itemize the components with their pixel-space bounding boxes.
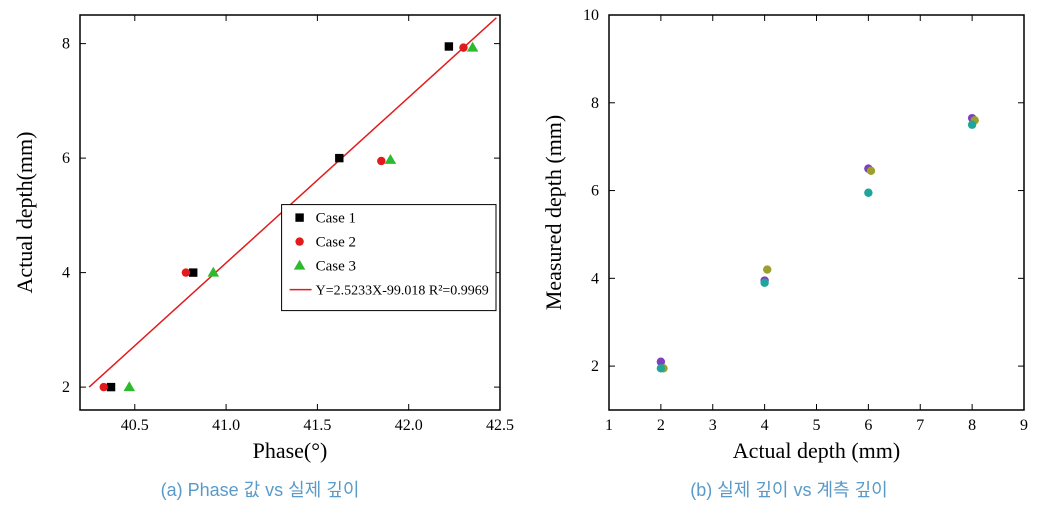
- svg-text:3: 3: [709, 417, 717, 434]
- svg-text:6: 6: [591, 183, 599, 200]
- chart-a-svg: 40.5 41.0 41.5 42.0 42.5 2 4 6 8 Phase(°) Actual d…: [5, 0, 515, 470]
- svg-text:8: 8: [968, 417, 976, 434]
- svg-text:8: 8: [591, 95, 599, 112]
- caption-b: (b) 실제 깊이 vs 계측 깊이: [690, 476, 887, 502]
- svg-text:Case 3: Case 3: [316, 259, 356, 275]
- svg-text:9: 9: [1020, 417, 1028, 434]
- svg-text:Case 2: Case 2: [316, 235, 356, 251]
- svg-text:10: 10: [583, 7, 599, 24]
- svg-text:42.5: 42.5: [486, 417, 514, 434]
- svg-text:4: 4: [62, 265, 70, 282]
- svg-text:2: 2: [657, 417, 665, 434]
- svg-text:Actual depth (mm): Actual depth (mm): [733, 438, 900, 463]
- svg-text:41.5: 41.5: [303, 417, 331, 434]
- svg-text:1: 1: [605, 417, 613, 434]
- svg-text:2: 2: [62, 379, 70, 396]
- chart-b: 1 2 3 4 5 6 7 8 9 2 4 6 8 10 Actual depth (mm) Measured…: [529, 0, 1049, 470]
- chart-a: 40.5 41.0 41.5 42.0 42.5 2 4 6 8 Phase(°) Actual d…: [5, 0, 515, 470]
- svg-text:8: 8: [62, 36, 70, 53]
- svg-text:4: 4: [591, 270, 599, 287]
- panel-a: 40.5 41.0 41.5 42.0 42.5 2 4 6 8 Phase(°) Actual d…: [0, 0, 520, 523]
- svg-text:7: 7: [916, 417, 924, 434]
- panel-b: 1 2 3 4 5 6 7 8 9 2 4 6 8 10 Actual depth (mm) Measured…: [520, 0, 1058, 523]
- svg-text:Y=2.5233X-99.018 R²=0.9969: Y=2.5233X-99.018 R²=0.9969: [316, 284, 489, 299]
- svg-text:Phase(°): Phase(°): [253, 438, 328, 463]
- svg-text:Actual depth(mm): Actual depth(mm): [12, 132, 37, 294]
- svg-text:Measured depth (mm): Measured depth (mm): [541, 115, 566, 311]
- svg-text:42.0: 42.0: [395, 417, 423, 434]
- svg-text:6: 6: [864, 417, 872, 434]
- svg-text:Case 1: Case 1: [316, 211, 356, 227]
- svg-text:2: 2: [591, 358, 599, 375]
- svg-text:5: 5: [813, 417, 821, 434]
- svg-text:41.0: 41.0: [212, 417, 240, 434]
- svg-text:4: 4: [761, 417, 769, 434]
- svg-text:6: 6: [62, 150, 70, 167]
- svg-text:40.5: 40.5: [121, 417, 149, 434]
- chart-b-svg: 1 2 3 4 5 6 7 8 9 2 4 6 8 10 Actual depth (mm) Measured…: [529, 0, 1049, 470]
- caption-a: (a) Phase 값 vs 실제 깊이: [161, 476, 360, 502]
